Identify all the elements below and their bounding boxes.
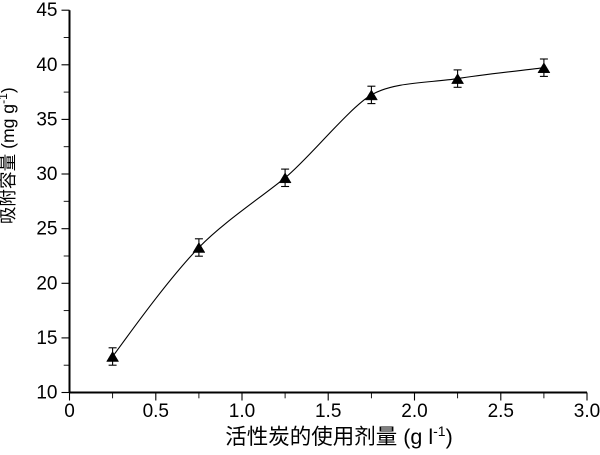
svg-text:45: 45 [36,0,57,21]
svg-text:1.5: 1.5 [315,401,341,422]
svg-text:35: 35 [36,109,57,130]
svg-text:2.0: 2.0 [401,401,427,422]
svg-text:2.5: 2.5 [488,401,514,422]
svg-text:活性炭的使用剂量 (g l-1): 活性炭的使用剂量 (g l-1) [225,423,452,449]
svg-text:3.0: 3.0 [574,401,600,422]
svg-text:40: 40 [36,55,57,76]
svg-text:30: 30 [36,164,57,185]
svg-text:0.5: 0.5 [143,401,169,422]
svg-text:10: 10 [36,383,57,404]
svg-text:吸附容量 (mg g-1): 吸附容量 (mg g-1) [0,87,18,224]
svg-text:15: 15 [36,328,57,349]
svg-text:1.0: 1.0 [229,401,255,422]
svg-text:0: 0 [64,401,75,422]
svg-text:20: 20 [36,273,57,294]
svg-text:25: 25 [36,219,57,240]
